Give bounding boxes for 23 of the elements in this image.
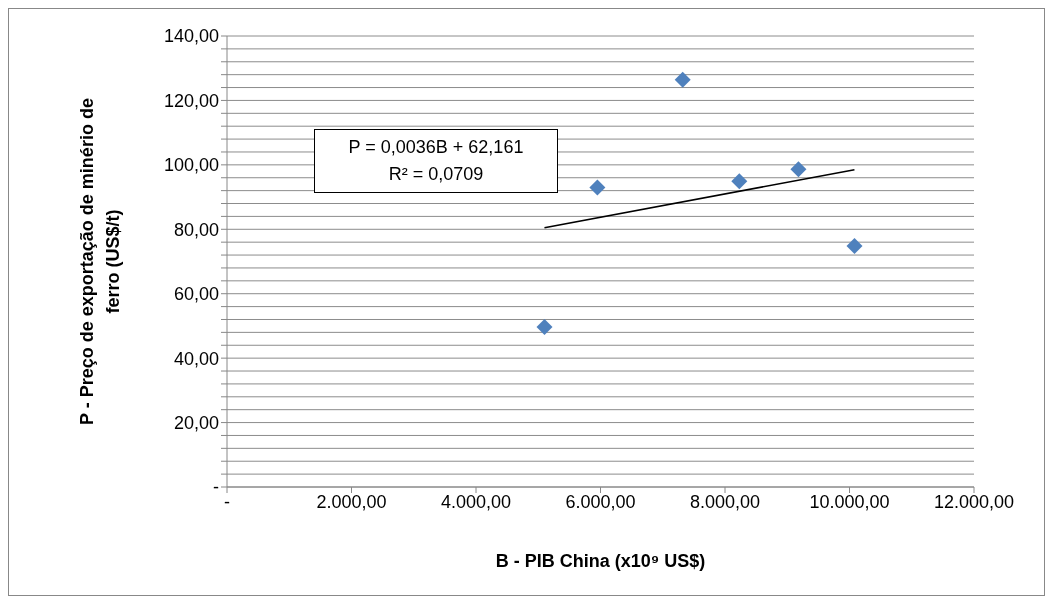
x-axis-title: B - PIB China (x10⁹ US$) (495, 551, 706, 571)
point (536, 318, 553, 335)
point (674, 71, 691, 88)
y-tick-label: 20,00 (173, 412, 219, 433)
x-tick-label: 12.000,00 (933, 491, 1015, 512)
x-tick-label: 4.000,00 (440, 491, 512, 512)
x-tick-label: 2.000,00 (316, 491, 387, 512)
x-tick-label: 10.000,00 (809, 491, 890, 512)
y-tick-label: 100,00 (163, 155, 219, 176)
y-tick-label: 60,00 (173, 284, 219, 305)
y-tick-label: 140,00 (163, 26, 219, 47)
x-tick-label: 8.000,00 (689, 491, 761, 512)
y-tick-label: 80,00 (173, 219, 219, 240)
y-tick-label: 40,00 (173, 348, 219, 369)
y-tick-label: 120,00 (163, 90, 219, 111)
point (790, 161, 807, 178)
equation-text-box: P = 0,0036B + 62,161 R² = 0,0709 (314, 129, 558, 193)
y-tick-label: - (213, 477, 219, 498)
x-tick-label: 6.000,00 (565, 491, 636, 512)
point (731, 173, 748, 190)
point (589, 179, 606, 196)
y-axis-title: P - Preço de exportação de minério de ferro (US$/t) (77, 98, 123, 425)
point (846, 238, 863, 255)
